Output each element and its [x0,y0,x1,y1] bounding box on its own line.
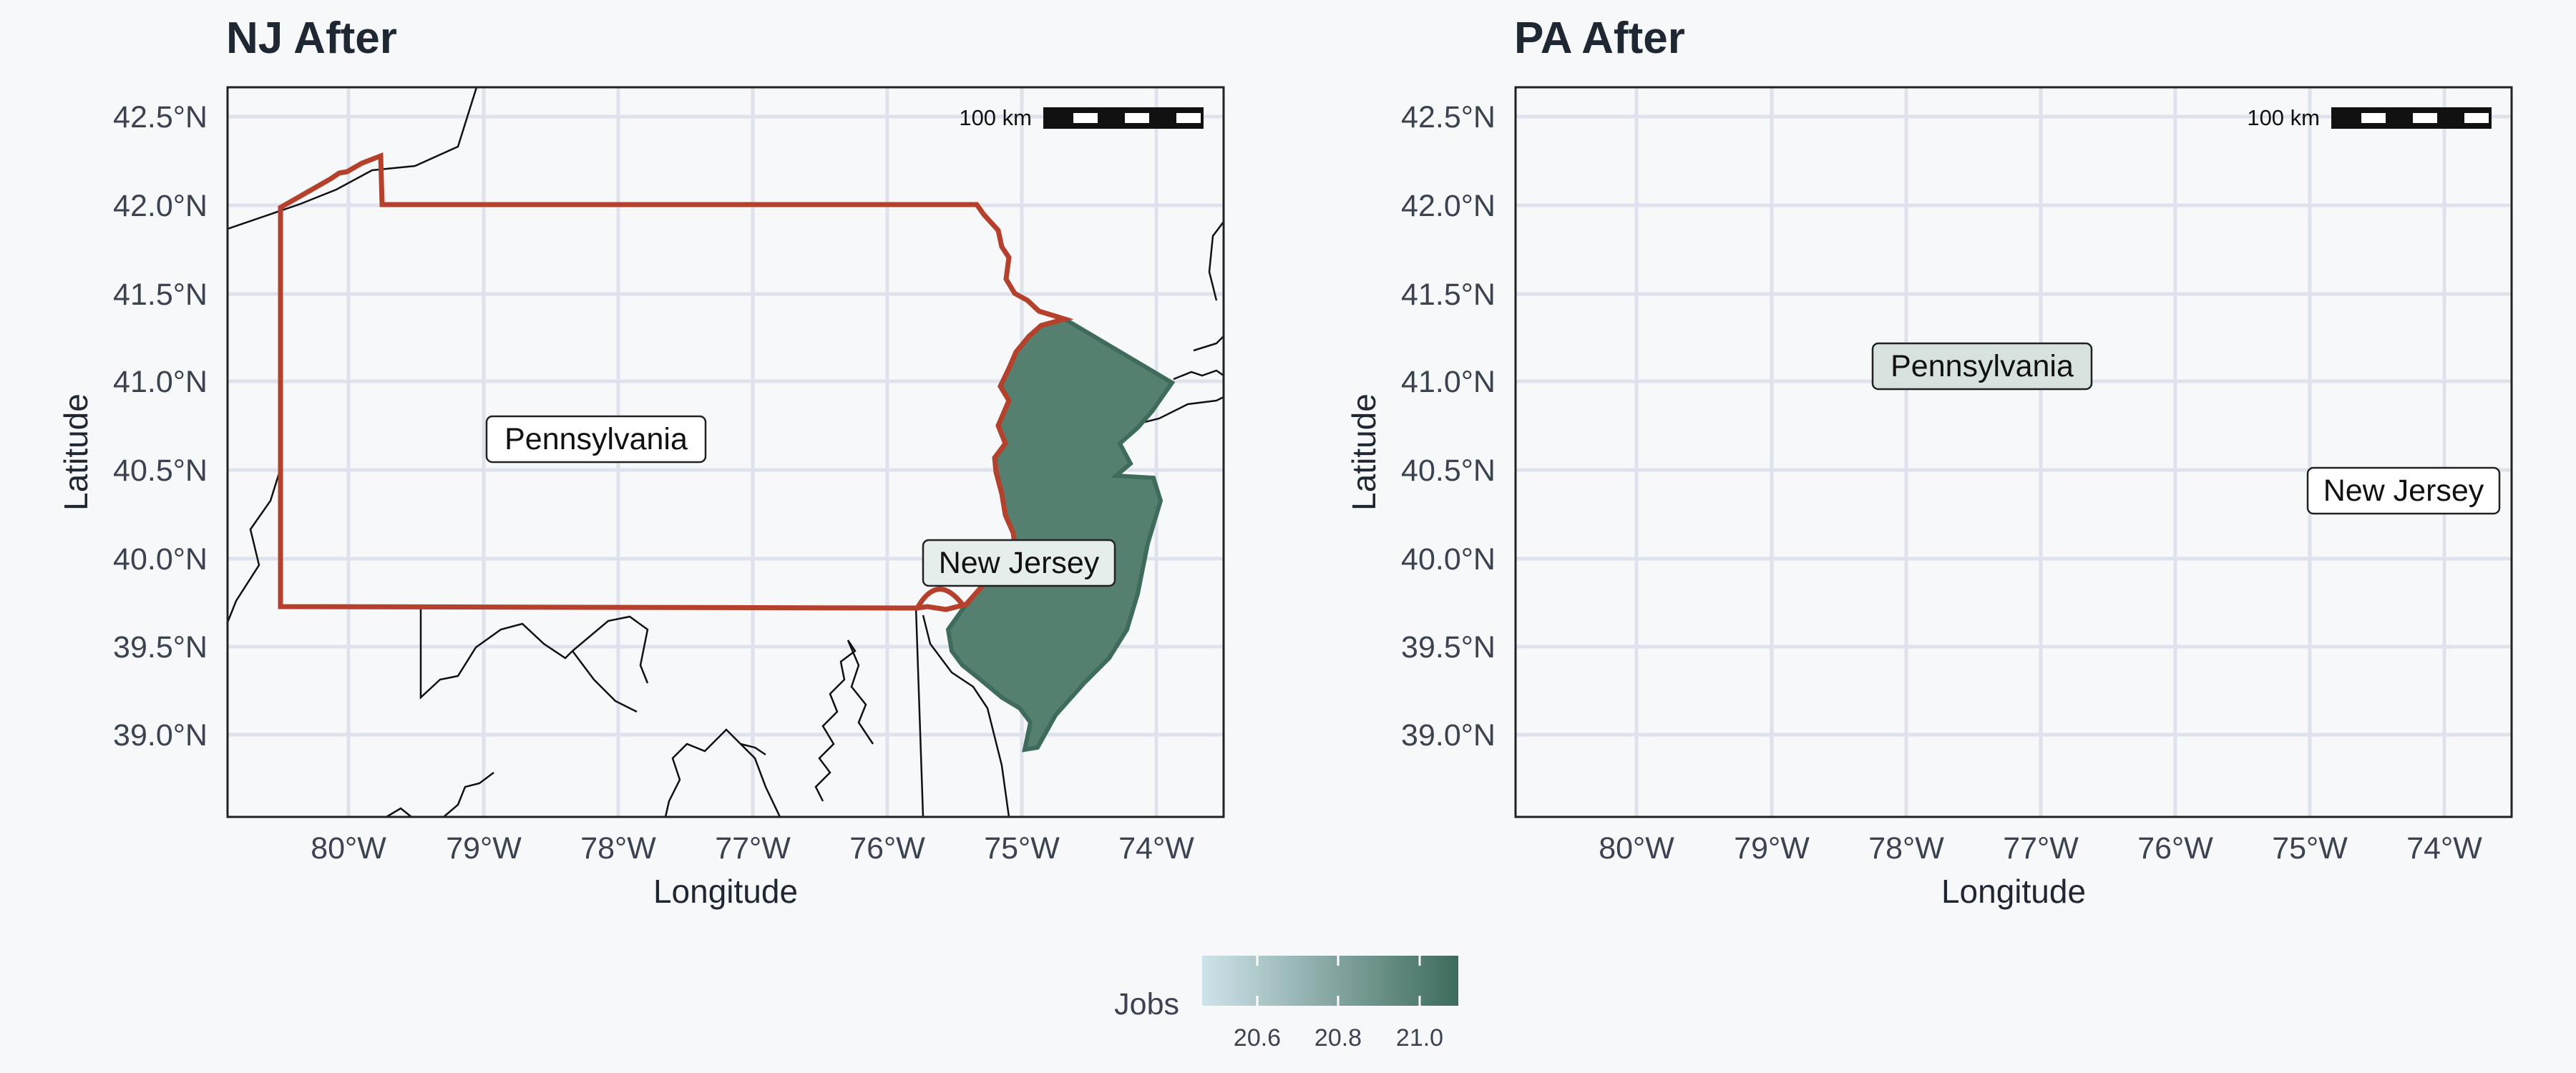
legend-title: Jobs [1114,987,1179,1021]
scale-bar: 100 km [959,105,1204,130]
label-pennsylvania: Pennsylvania [1871,342,2093,391]
svg-text:41.5°N: 41.5°N [1401,278,1496,312]
svg-text:40.5°N: 40.5°N [1401,454,1496,488]
svg-text:77°W: 77°W [715,831,791,866]
scale-bar-label: 100 km [959,105,1032,130]
label-new-jersey: New Jersey [922,539,1116,587]
svg-text:74°W: 74°W [1118,831,1194,866]
delmarva-coast [922,614,1010,817]
svg-text:40.0°N: 40.0°N [113,542,208,577]
scale-bar-label: 100 km [2247,105,2320,130]
svg-text:New Jersey: New Jersey [2323,474,2484,508]
ny-boundary [228,87,478,230]
svg-text:75°W: 75°W [2272,831,2348,866]
va-boundary [664,728,781,817]
new-jersey-shape[interactable] [945,316,1176,753]
svg-text:39.0°N: 39.0°N [113,718,208,753]
svg-text:40.0°N: 40.0°N [1401,542,1496,577]
legend-tick: 20.6 [1234,1024,1281,1052]
legend-tick: 21.0 [1396,1024,1443,1052]
basemap [1516,87,2512,817]
svg-text:42.0°N: 42.0°N [113,189,208,223]
legend-jobs: Jobs 20.6 20.8 21.0 [1114,956,1458,1052]
svg-text:39.5°N: 39.5°N [113,630,208,665]
x-axis-label: Longitude [653,873,798,910]
x-axis-ticks: 80°W 79°W 78°W 77°W 76°W 75°W 74°W [311,831,1194,866]
svg-text:Pennsylvania: Pennsylvania [1890,349,2074,383]
svg-text:80°W: 80°W [311,831,386,866]
svg-text:41.0°N: 41.0°N [1401,365,1496,399]
x-axis-ticks: 80°W 79°W 78°W 77°W 76°W 75°W 74°W [1599,831,2482,866]
y-axis-ticks: 42.5°N 42.0°N 41.5°N 41.0°N 40.5°N 40.0°… [113,100,208,753]
x-axis-label: Longitude [1941,873,2086,910]
chesapeake-bay [814,640,857,802]
panel-frame [226,86,1225,818]
svg-text:77°W: 77°W [2003,831,2079,866]
svg-text:41.0°N: 41.0°N [113,365,208,399]
svg-text:78°W: 78°W [1868,831,1944,866]
new-jersey-shape[interactable] [2236,319,2460,750]
label-new-jersey: New Jersey [2306,466,2501,515]
panel-title: PA After [1514,14,1685,63]
svg-text:39.5°N: 39.5°N [1401,630,1496,665]
svg-text:New Jersey: New Jersey [939,546,1100,580]
svg-text:39.0°N: 39.0°N [1401,718,1496,753]
y-axis-label: Latitude [1345,393,1382,511]
svg-text:76°W: 76°W [849,831,925,866]
svg-text:41.5°N: 41.5°N [113,278,208,312]
svg-text:42.0°N: 42.0°N [1401,189,1496,223]
gridlines [1516,87,2512,817]
label-pennsylvania: Pennsylvania [485,415,707,464]
y-axis-label: Latitude [57,393,94,511]
svg-text:76°W: 76°W [2137,831,2213,866]
de-md-boundary [914,606,924,817]
legend-colorbar [1202,956,1458,1006]
basemap [228,87,1224,817]
svg-text:80°W: 80°W [1599,831,1674,866]
svg-text:Pennsylvania: Pennsylvania [504,422,688,456]
svg-text:74°W: 74°W [2406,831,2482,866]
svg-text:40.5°N: 40.5°N [113,454,208,488]
ohio-river-boundary [228,468,282,623]
map-panel-pa-after: PA After [1345,14,2513,910]
svg-text:79°W: 79°W [1734,831,1810,866]
svg-text:42.5°N: 42.5°N [1401,100,1496,134]
svg-text:78°W: 78°W [580,831,656,866]
svg-text:42.5°N: 42.5°N [113,100,208,134]
panel-frame [1514,86,2513,818]
scale-bar: 100 km [2247,105,2492,130]
panel-title: NJ After [226,14,397,63]
y-axis-ticks: 42.5°N 42.0°N 41.5°N 41.0°N 40.5°N 40.0°… [1401,100,1496,753]
svg-text:79°W: 79°W [446,831,522,866]
legend-tick: 20.8 [1314,1024,1362,1052]
md-wv-boundary [419,607,649,700]
svg-text:75°W: 75°W [984,831,1060,866]
map-panel-nj-after: NJ After [57,14,1225,910]
